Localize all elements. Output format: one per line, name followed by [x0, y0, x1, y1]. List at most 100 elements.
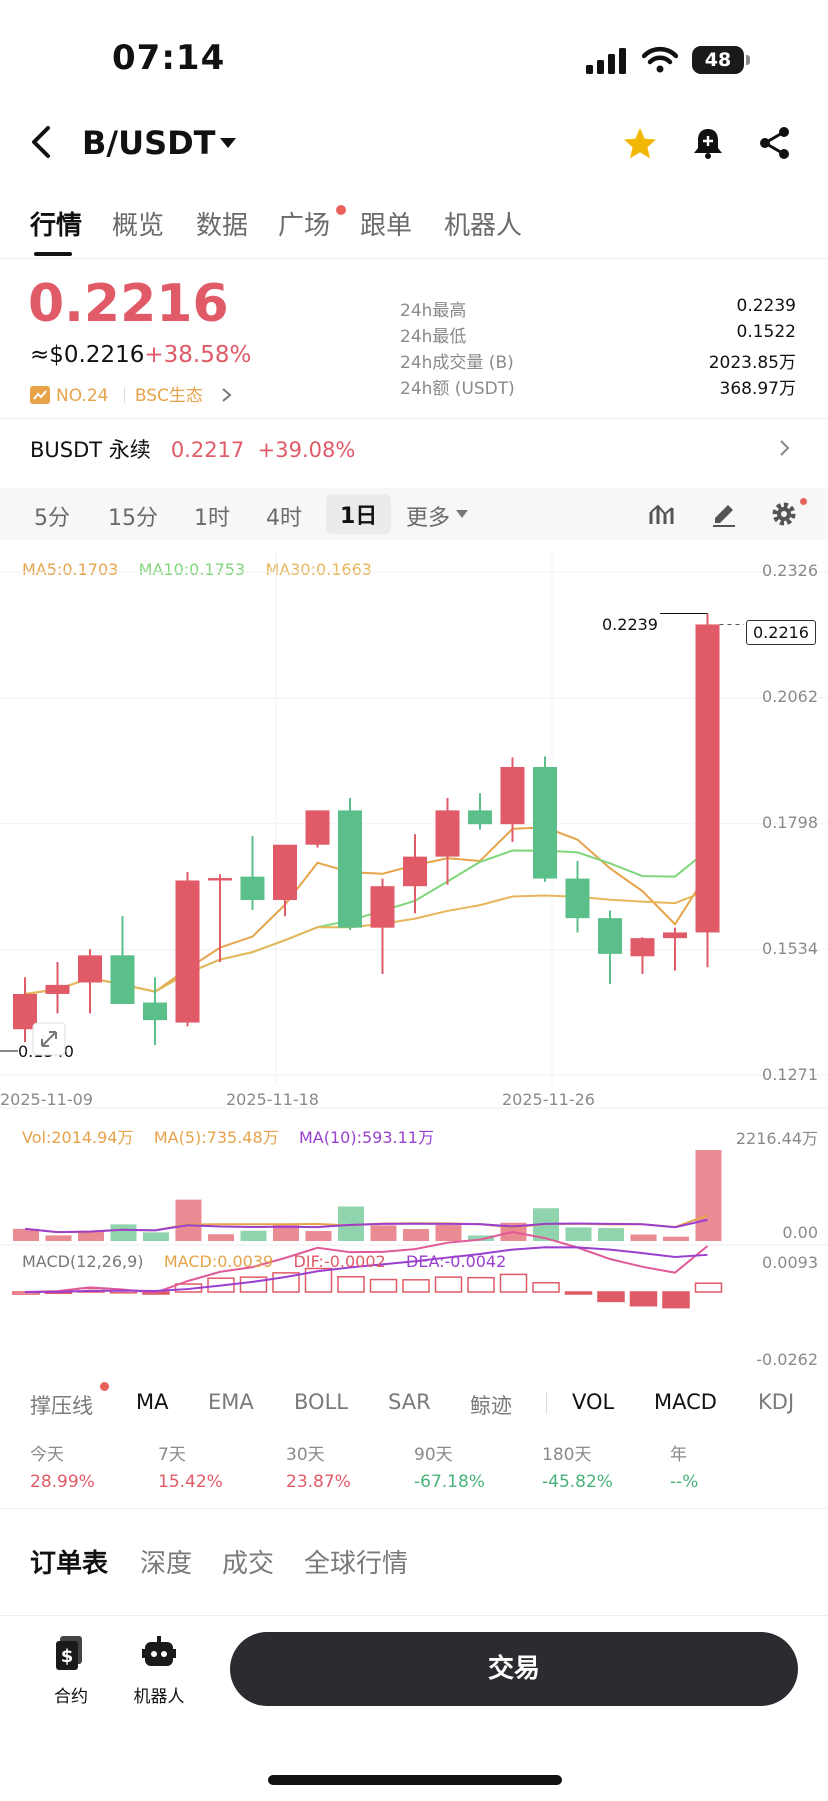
stat-volume-label: 24h成交量 (B) — [400, 353, 514, 373]
dea-value-label: DEA:-0.0042 — [406, 1252, 507, 1271]
favorite-star-icon[interactable] — [622, 126, 658, 160]
volume-bar — [305, 1231, 332, 1241]
share-icon[interactable] — [758, 126, 792, 160]
divider — [0, 1508, 828, 1509]
x-tick-label: 2025-11-26 — [502, 1090, 595, 1109]
perpetual-row[interactable]: BUSDT 永续 0.2217 +39.08% — [30, 434, 355, 464]
volume-bar — [175, 1199, 202, 1241]
back-arrow-icon[interactable] — [28, 124, 56, 160]
tab-data[interactable]: 数据 — [196, 211, 249, 241]
candle-body — [630, 938, 655, 957]
macd-histogram-bar — [207, 1277, 235, 1293]
volume-bar — [565, 1227, 592, 1241]
candle-body — [240, 876, 265, 901]
rank-badge[interactable]: NO.24 BSC生态 — [30, 381, 234, 406]
interval-15m[interactable]: 15分 — [108, 506, 158, 531]
pair-dropdown-caret-icon[interactable] — [218, 136, 238, 150]
price-alert-bell-icon[interactable] — [692, 126, 724, 160]
vol-ma10-label: MA(10):593.11万 — [298, 1128, 434, 1147]
candle-body — [533, 767, 557, 879]
candle-body — [208, 878, 232, 881]
active-tab-underline — [34, 252, 72, 256]
indicator-whale[interactable]: 鲸迹 — [470, 1394, 512, 1418]
vol-zero-label: 0.00 — [782, 1223, 818, 1242]
candle-body — [695, 624, 720, 933]
interval-5m[interactable]: 5分 — [34, 506, 70, 531]
ma30-label: MA30:0.1663 — [265, 560, 372, 579]
tab-copy-trading[interactable]: 跟单 — [360, 211, 413, 241]
tab-global-market[interactable]: 全球行情 — [304, 1549, 409, 1579]
chart-settings-gear-icon[interactable] — [770, 500, 798, 528]
tab-overview[interactable]: 概览 — [112, 211, 165, 241]
candle-body — [370, 886, 395, 928]
macd-histogram-bar — [532, 1282, 560, 1293]
volume-bar — [468, 1235, 494, 1241]
indicator-new-dot — [100, 1382, 109, 1391]
contract-label[interactable]: 合约 — [54, 1687, 88, 1707]
perf-label: 30天 — [286, 1445, 325, 1465]
indicator-ma[interactable]: MA — [136, 1390, 169, 1414]
perpetual-name: BUSDT 永续 — [30, 438, 151, 462]
tab-robot[interactable]: 机器人 — [444, 211, 523, 241]
robot-icon[interactable] — [142, 1636, 176, 1668]
trade-button[interactable]: 交易 — [230, 1632, 798, 1706]
tab-depth[interactable]: 深度 — [140, 1549, 193, 1579]
interval-1h[interactable]: 1时 — [194, 506, 230, 531]
candle-body — [435, 810, 460, 857]
candlestick-chart[interactable] — [0, 550, 828, 1370]
perf-value: 15.42% — [158, 1472, 223, 1492]
perpetual-chevron-icon[interactable] — [778, 438, 792, 458]
perpetual-price: 0.2217 — [170, 438, 245, 462]
rank-separator — [123, 387, 125, 403]
tab-market[interactable]: 行情 — [30, 211, 83, 241]
robot-label[interactable]: 机器人 — [133, 1687, 185, 1707]
candle-body — [273, 844, 297, 901]
stat-turnover-label: 24h额 (USDT) — [400, 379, 515, 399]
rank-label: NO.24 — [56, 386, 109, 406]
chevron-right-icon — [222, 388, 232, 402]
indicator-boll[interactable]: BOLL — [294, 1390, 348, 1414]
price-change-percent: +38.58% — [144, 342, 252, 368]
indicator-sar[interactable]: SAR — [388, 1390, 431, 1414]
more-caret-icon[interactable] — [456, 510, 468, 518]
candle-body — [143, 1002, 167, 1021]
chart-type-icon[interactable] — [648, 500, 676, 528]
perf-value: --% — [670, 1472, 699, 1492]
macd-histogram-bar — [402, 1279, 430, 1293]
wifi-icon — [642, 46, 678, 73]
divider — [0, 258, 828, 259]
indicator-kdj[interactable]: KDJ — [758, 1390, 795, 1414]
perf-label: 年 — [670, 1445, 687, 1465]
pair-title[interactable]: B/USDT — [82, 124, 216, 162]
interval-more[interactable]: 更多 — [406, 506, 451, 531]
candle-body — [110, 955, 135, 1004]
indicator-support-resistance[interactable]: 撑压线 — [30, 1394, 93, 1418]
candle-body — [500, 767, 525, 825]
contract-icon[interactable]: $ — [56, 1636, 86, 1670]
indicator-vol[interactable]: VOL — [572, 1390, 615, 1414]
macd-histogram-bar — [629, 1291, 658, 1307]
macd-legend: MACD(12,26,9) MACD:0.0039 DIF:-0.0002 DE… — [22, 1252, 506, 1271]
volume-bar — [370, 1225, 397, 1241]
interval-4h[interactable]: 4时 — [266, 506, 302, 531]
indicator-macd[interactable]: MACD — [654, 1390, 717, 1414]
tab-order-book[interactable]: 订单表 — [30, 1549, 109, 1579]
svg-text:$: $ — [61, 1646, 74, 1667]
drawing-pen-icon[interactable] — [710, 500, 738, 528]
tab-trades[interactable]: 成交 — [222, 1549, 275, 1579]
vol-max-label: 2216.44万 — [735, 1129, 818, 1148]
perf-label: 90天 — [414, 1445, 453, 1465]
candle-body — [45, 984, 70, 994]
divider — [0, 418, 828, 419]
tab-square[interactable]: 广场 — [278, 211, 331, 241]
volume-bar — [13, 1228, 39, 1241]
volume-bar — [403, 1229, 429, 1241]
ecosystem-label: BSC生态 — [134, 386, 203, 406]
macd-histogram-bar — [597, 1291, 625, 1303]
macd-value-label: MACD:0.0039 — [163, 1252, 274, 1271]
home-indicator[interactable] — [268, 1775, 562, 1785]
interval-1d[interactable]: 1日 — [326, 494, 392, 534]
bottom-action-bar — [0, 1615, 828, 1801]
indicator-ema[interactable]: EMA — [208, 1390, 254, 1414]
expand-chart-icon[interactable] — [32, 1022, 66, 1056]
